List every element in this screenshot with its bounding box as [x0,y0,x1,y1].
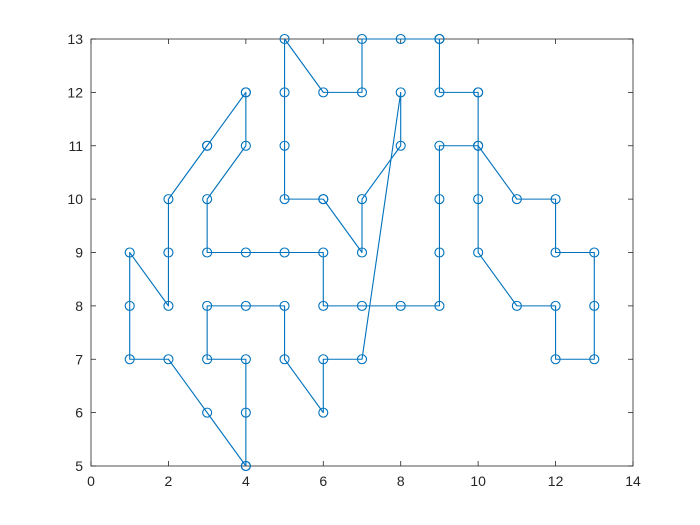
data-point [240,300,251,311]
data-point [395,33,406,45]
data-point [550,300,561,311]
data-point [240,354,251,365]
data-point [124,247,135,258]
data-point [318,87,329,98]
data-point [434,300,445,311]
series-group [124,33,600,472]
data-point [473,87,484,98]
data-point [550,354,561,365]
x-tick-label: 8 [397,473,405,489]
data-point [124,354,135,365]
data-point [202,354,213,365]
data-point [240,247,251,258]
data-point [434,140,445,151]
data-point [511,300,522,311]
data-point [434,194,445,205]
data-point [473,194,484,205]
x-tick-label: 4 [242,473,250,489]
data-point [589,247,600,258]
data-point [163,194,174,205]
data-point [318,354,329,365]
data-point [318,300,329,311]
data-point [434,247,445,258]
data-point [318,407,329,418]
data-point [279,354,290,365]
data-point [202,407,213,418]
data-point [279,87,290,98]
y-tick-label: 12 [67,84,83,100]
data-point [434,33,445,45]
axis-ticks [90,38,634,467]
data-point [202,194,213,205]
x-tick-label: 12 [548,473,564,489]
x-tick-label: 6 [319,473,327,489]
data-point [473,247,484,258]
data-point [589,300,600,311]
data-point [279,300,290,311]
y-tick-label: 5 [75,458,83,474]
data-point [395,300,406,311]
y-tick-label: 11 [68,138,83,154]
data-point [356,33,368,45]
y-tick-label: 10 [67,191,83,207]
data-point [511,194,522,205]
x-tick-label: 0 [87,473,95,489]
data-point [395,87,406,98]
y-tick-label: 13 [67,31,83,47]
data-point [279,194,290,205]
data-point [202,300,213,311]
data-point [279,247,290,258]
data-point [356,194,368,205]
y-tick-label: 7 [75,351,83,367]
data-point [356,87,368,98]
data-point [473,140,484,151]
data-point [356,300,368,311]
data-point [434,87,445,98]
data-point [318,247,329,258]
x-tick-label: 10 [470,473,486,489]
x-tick-label: 2 [165,473,173,489]
series-line [129,38,595,467]
data-point [202,140,213,151]
data-point [124,300,135,311]
data-point [318,194,329,205]
data-point [550,247,561,258]
data-point [240,140,251,151]
data-point [163,247,174,258]
data-point [589,354,600,365]
data-point [240,87,251,98]
data-point [279,140,290,151]
data-point [202,247,213,258]
y-tick-label: 9 [75,245,83,261]
data-point [550,194,561,205]
y-tick-label: 6 [75,405,83,421]
data-point [356,354,368,365]
axis-tick-labels: 0 2 4 6 8 10 12 14 5 6 7 8 9 10 11 12 13 [67,31,641,489]
data-point [356,247,368,258]
data-point [240,407,251,418]
data-point [240,460,251,472]
data-point [395,140,406,151]
data-point [163,354,174,365]
x-tick-label: 14 [625,473,641,489]
y-tick-label: 8 [75,298,83,314]
data-point [163,300,174,311]
data-point [279,33,290,45]
